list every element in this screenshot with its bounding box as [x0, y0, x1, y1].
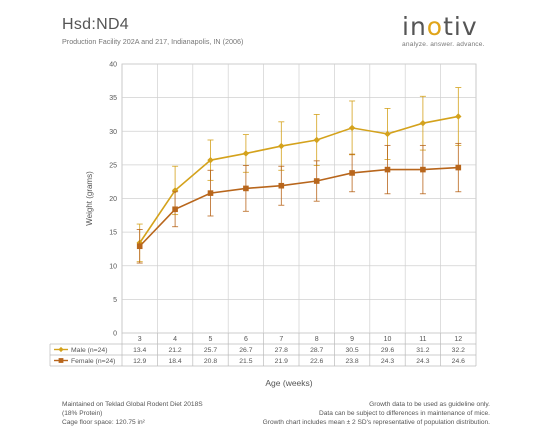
point-s1-0 [136, 243, 143, 250]
x-tick-label-8: 11 [419, 336, 426, 343]
series-line-1 [139, 166, 459, 247]
data-label-s1-7: 24.3 [381, 358, 394, 365]
x-tick-label-0: 3 [138, 336, 142, 343]
point-s1-1 [172, 206, 178, 213]
footer-maintenance-note: Data can be subject to differences in ma… [318, 410, 490, 417]
data-label-s1-0: 12.9 [133, 358, 146, 365]
data-label-s1-8: 24.3 [416, 358, 429, 365]
point-s1-8 [420, 166, 426, 173]
page-subtitle: Production Facility 202A and 217, Indian… [62, 37, 244, 46]
point-s0-4 [278, 142, 285, 150]
x-tick-label-5: 8 [315, 336, 319, 343]
point-s1-3 [243, 185, 249, 192]
inotiv-logo: inotiv analyze. answer. advance. [402, 14, 490, 49]
x-tick-label-7: 10 [384, 336, 392, 343]
point-s0-3 [242, 150, 250, 157]
point-s1-7 [384, 166, 391, 173]
y-tick-label-4: 20 [109, 196, 117, 203]
footer-guideline-note: Growth data to be used as guideline only… [369, 401, 490, 408]
y-tick-label-6: 30 [109, 129, 117, 136]
data-label-s0-8: 31.2 [416, 347, 429, 354]
logo-wordmark: inotiv [402, 14, 490, 40]
data-label-s0-0: 13.4 [133, 347, 146, 354]
y-tick-label-5: 25 [109, 162, 117, 169]
point-s1-9 [455, 164, 462, 171]
legend-marker-0 [58, 346, 64, 353]
point-s1-4 [278, 182, 285, 189]
data-label-s1-1: 18.4 [168, 358, 181, 365]
y-tick-label-7: 35 [109, 95, 117, 102]
logo-word-end: tiv [443, 12, 478, 41]
data-label-s0-7: 29.6 [381, 347, 394, 354]
y-tick-label-0: 0 [113, 331, 117, 338]
point-s1-5 [313, 178, 320, 184]
footer-sd-note: Growth chart includes mean ± 2 SD's repr… [262, 419, 490, 426]
logo-tagline: analyze. answer. advance. [402, 41, 485, 48]
data-label-s1-6: 23.8 [345, 358, 358, 365]
x-axis-label: Age (weeks) [265, 378, 312, 388]
footer-cage-space: Cage floor space: 120.75 in² [62, 419, 145, 426]
data-label-s0-6: 30.5 [345, 347, 358, 354]
logo-word-start: in [402, 12, 427, 41]
data-label-s0-3: 26.7 [239, 347, 252, 354]
legend-label-0: Male (n=24) [71, 347, 107, 354]
legend-label-1: Female (n=24) [71, 358, 115, 365]
y-tick-label-1: 5 [113, 297, 117, 304]
data-label-s0-4: 27.8 [275, 347, 288, 354]
page-title: Hsd:ND4 [62, 16, 130, 33]
footer-left: Maintained on Teklad Global Rodent Diet … [62, 400, 203, 427]
point-s1-2 [207, 190, 214, 196]
point-s0-7 [384, 130, 391, 138]
data-label-s1-4: 21.9 [275, 358, 288, 365]
footer-protein: (18% Protein) [62, 410, 103, 417]
data-label-s1-5: 22.6 [310, 358, 323, 365]
point-s1-6 [349, 170, 355, 176]
footer-diet: Maintained on Teklad Global Rodent Diet … [62, 401, 203, 408]
y-axis-label: Weight (grams) [85, 171, 94, 226]
y-tick-label-8: 40 [109, 62, 117, 69]
point-s0-5 [313, 136, 320, 144]
y-tick-label-3: 15 [109, 230, 117, 237]
y-tick-label-2: 10 [109, 263, 117, 270]
x-tick-label-2: 5 [209, 336, 213, 343]
data-label-s0-9: 32.2 [452, 347, 465, 354]
point-s0-2 [207, 156, 214, 164]
x-tick-label-3: 6 [244, 336, 248, 343]
data-label-s1-2: 20.8 [204, 358, 217, 365]
point-s0-6 [348, 124, 356, 132]
x-tick-label-1: 4 [173, 336, 177, 343]
x-tick-label-6: 9 [350, 336, 354, 343]
legend-marker-1 [58, 358, 64, 363]
data-label-s0-1: 21.2 [168, 347, 181, 354]
logo-word-accent: o [426, 12, 444, 41]
data-label-s1-9: 24.6 [452, 358, 465, 365]
series-line-0 [139, 115, 459, 244]
x-tick-label-4: 7 [279, 336, 283, 343]
point-s0-9 [455, 113, 462, 120]
data-label-s0-2: 25.7 [204, 347, 217, 354]
point-s0-8 [419, 119, 427, 127]
x-tick-label-9: 12 [454, 336, 462, 343]
data-label-s0-5: 28.7 [310, 347, 323, 354]
footer-right: Growth data to be used as guideline only… [263, 400, 490, 427]
data-label-s1-3: 21.5 [239, 358, 252, 365]
